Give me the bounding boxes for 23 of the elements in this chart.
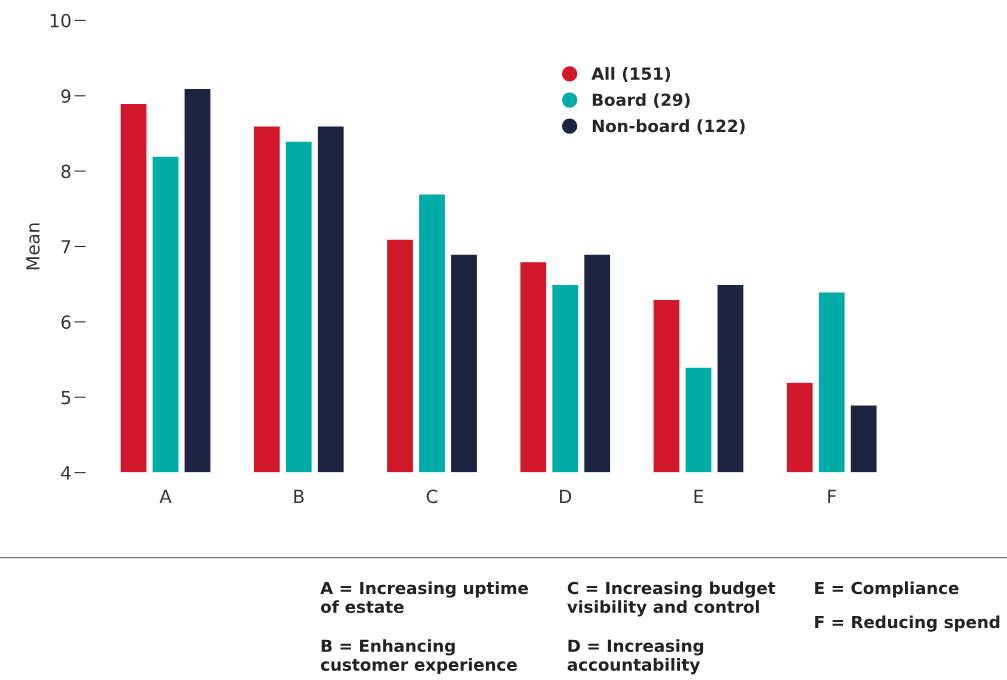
text: C = Increasing budget visibility and control — [567, 581, 776, 617]
text: E = Compliance — [815, 581, 959, 598]
text: D = Increasing accountability — [567, 639, 704, 675]
x-tick-label: C — [426, 489, 438, 504]
x-tick-label: B — [294, 489, 304, 503]
text: B = Enhancing customer experience — [320, 639, 517, 675]
legend-label: Board (29) — [592, 93, 690, 109]
y-tick-label: 5 — [61, 390, 71, 405]
y-tick-label: 6 — [61, 315, 71, 329]
x-tick-label: A — [159, 489, 172, 503]
y-tick-label: 8 — [61, 164, 71, 179]
legend-label: All (151) — [591, 67, 671, 82]
y-tick-label: 7 — [61, 240, 71, 254]
y-tick-label: 10 — [50, 13, 71, 28]
text: F = Reducing spend — [815, 615, 1000, 632]
x-tick-label: E — [694, 489, 704, 503]
text: A = Increasing uptime of estate — [320, 581, 528, 614]
y-tick-label: 4 — [61, 466, 71, 480]
legend-label: Non-board (122) — [592, 119, 745, 135]
y-axis-title: Mean — [26, 223, 40, 270]
x-tick-label: D — [560, 489, 572, 503]
x-tick-label: F — [828, 489, 836, 503]
y-tick-label: 9 — [61, 89, 71, 103]
